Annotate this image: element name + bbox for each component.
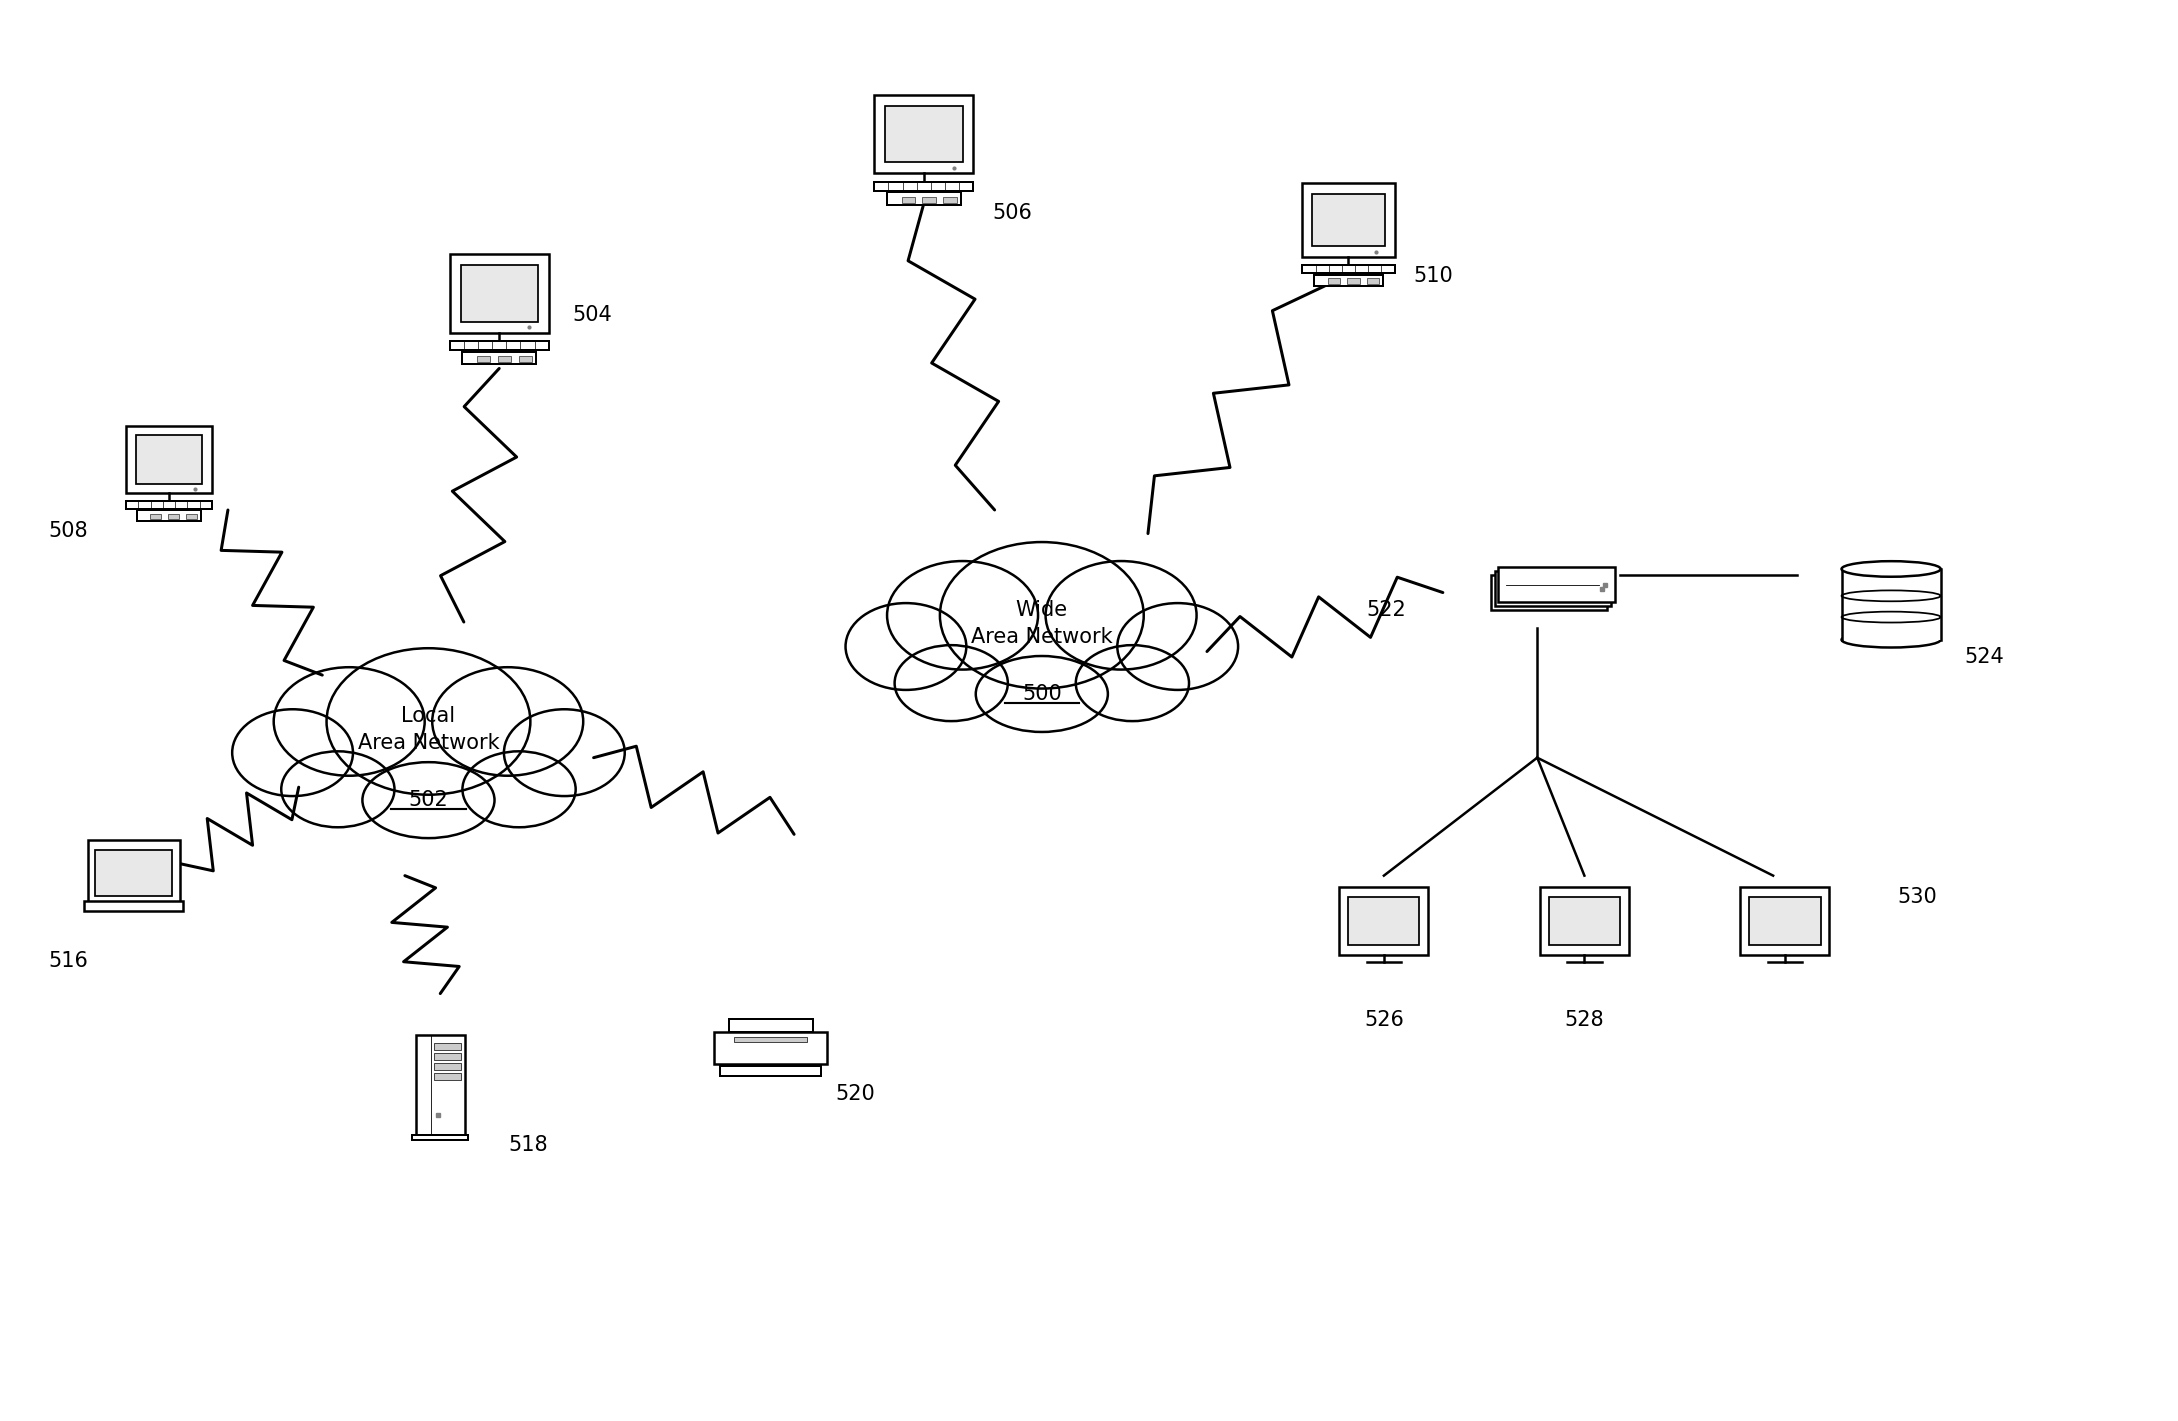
Bar — [1313, 193, 1385, 246]
Bar — [126, 502, 211, 509]
Ellipse shape — [886, 561, 1039, 669]
Text: 516: 516 — [48, 951, 89, 971]
Ellipse shape — [1076, 645, 1189, 720]
Bar — [499, 355, 512, 362]
Ellipse shape — [1843, 561, 1941, 577]
Ellipse shape — [1843, 632, 1941, 648]
Bar — [433, 1043, 462, 1050]
Text: Local
Area Network: Local Area Network — [357, 706, 499, 753]
Text: 502: 502 — [409, 790, 449, 810]
Bar — [150, 513, 161, 519]
Text: 508: 508 — [48, 522, 89, 541]
Ellipse shape — [462, 752, 575, 827]
Bar — [185, 513, 198, 519]
Ellipse shape — [1045, 561, 1196, 669]
Ellipse shape — [976, 657, 1109, 732]
Bar — [477, 355, 490, 362]
Bar — [1494, 571, 1612, 607]
Bar — [1490, 574, 1607, 610]
Bar — [449, 254, 549, 333]
Bar — [727, 1019, 812, 1032]
Ellipse shape — [274, 668, 425, 776]
Ellipse shape — [327, 648, 531, 794]
Bar — [85, 901, 183, 911]
Bar — [416, 1034, 464, 1135]
Bar — [460, 264, 538, 321]
Bar — [721, 1066, 821, 1076]
Bar — [1540, 888, 1629, 955]
Ellipse shape — [281, 752, 394, 827]
Ellipse shape — [431, 668, 584, 776]
Bar — [873, 182, 974, 190]
Bar — [873, 95, 974, 173]
Bar — [1549, 897, 1620, 945]
Ellipse shape — [1117, 603, 1237, 691]
Text: 528: 528 — [1564, 1009, 1605, 1030]
Bar — [135, 435, 203, 485]
Bar — [1302, 183, 1394, 257]
Text: 530: 530 — [1897, 887, 1936, 907]
Bar — [1348, 279, 1359, 284]
Bar — [433, 1073, 462, 1080]
Ellipse shape — [845, 603, 967, 691]
Bar — [433, 1063, 462, 1070]
Bar — [1313, 274, 1383, 286]
Bar — [518, 355, 531, 362]
Bar — [943, 196, 956, 203]
Bar — [137, 510, 200, 520]
Bar — [1740, 888, 1830, 955]
Bar — [96, 850, 172, 895]
Bar — [168, 513, 179, 519]
Ellipse shape — [941, 541, 1143, 689]
Bar — [1749, 897, 1821, 945]
Bar — [433, 1053, 462, 1060]
Text: 510: 510 — [1414, 266, 1453, 287]
Bar — [734, 1037, 806, 1042]
Bar — [449, 341, 549, 351]
Polygon shape — [87, 840, 179, 902]
Text: 500: 500 — [1021, 684, 1061, 703]
Ellipse shape — [895, 645, 1008, 720]
Polygon shape — [1843, 568, 1941, 639]
Bar — [886, 192, 960, 205]
Text: 506: 506 — [993, 203, 1032, 223]
Bar — [902, 196, 915, 203]
Bar — [126, 426, 211, 493]
Ellipse shape — [233, 709, 353, 796]
Text: 520: 520 — [836, 1084, 876, 1104]
Text: 522: 522 — [1366, 600, 1407, 620]
Bar — [1339, 888, 1429, 955]
Text: 504: 504 — [573, 306, 612, 325]
Bar — [884, 105, 963, 162]
Ellipse shape — [503, 709, 625, 796]
Text: 524: 524 — [1965, 648, 2004, 668]
Bar — [1302, 264, 1394, 273]
Ellipse shape — [362, 762, 494, 838]
Bar — [1329, 279, 1339, 284]
Bar — [1348, 897, 1420, 945]
Bar — [1366, 279, 1379, 284]
Bar — [714, 1032, 828, 1064]
Bar — [462, 351, 536, 364]
Bar — [921, 196, 937, 203]
Text: Wide
Area Network: Wide Area Network — [971, 600, 1113, 647]
Text: 526: 526 — [1363, 1009, 1405, 1030]
Bar — [1498, 567, 1616, 603]
Text: 518: 518 — [510, 1134, 549, 1155]
Bar — [412, 1135, 468, 1140]
